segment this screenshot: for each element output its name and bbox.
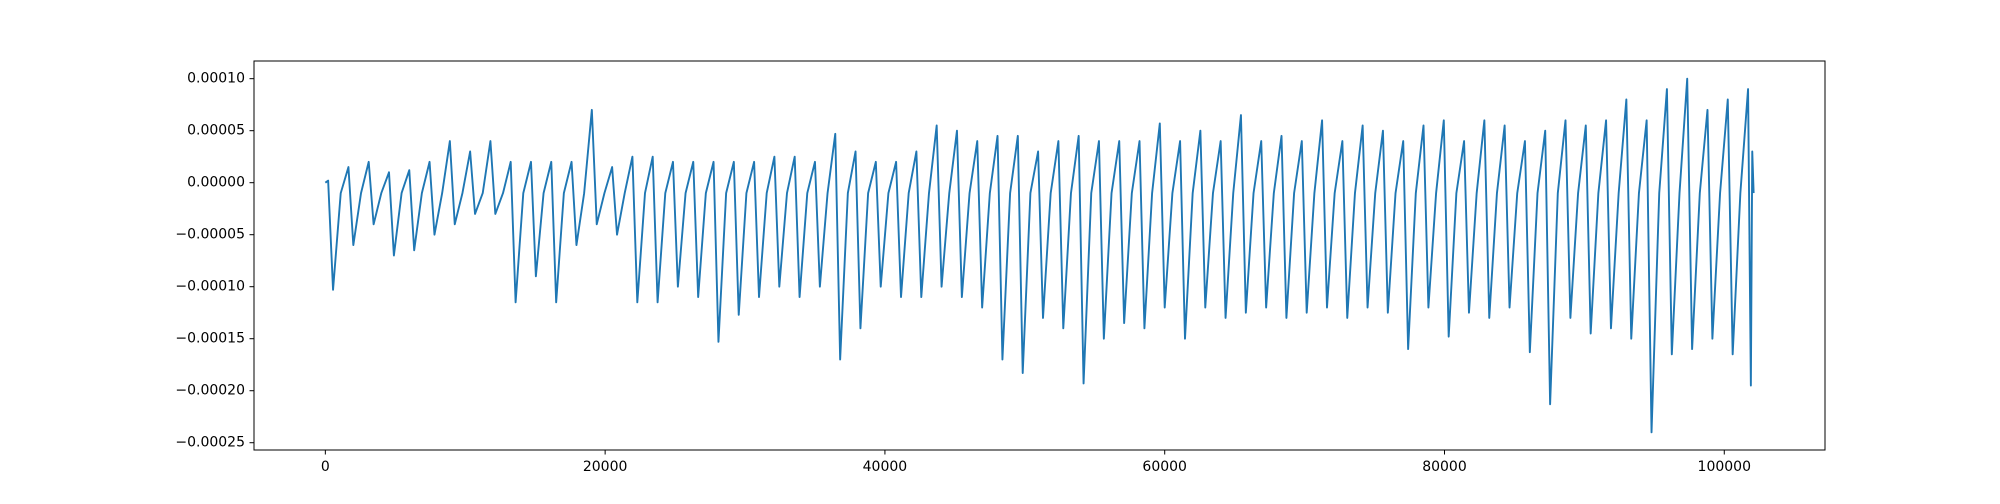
- x-tick-label: 40000: [863, 459, 908, 475]
- x-tick-label: 80000: [1422, 459, 1467, 475]
- x-tick-label: 20000: [583, 459, 628, 475]
- y-tick-label: −0.00020: [175, 383, 245, 399]
- x-tick-label: 100000: [1698, 459, 1751, 475]
- x-tick-label: 0: [321, 459, 330, 475]
- y-tick-label: −0.00015: [175, 331, 245, 347]
- y-tick-label: −0.00010: [175, 279, 245, 295]
- x-tick-label: 60000: [1142, 459, 1187, 475]
- data-line: [324, 77, 1755, 434]
- y-tick-label: −0.00005: [175, 227, 245, 243]
- y-tick-label: 0.00010: [187, 71, 245, 87]
- y-tick-label: 0.00000: [187, 175, 245, 191]
- y-tick-label: 0.00005: [187, 123, 245, 139]
- y-tick-label: −0.00025: [175, 435, 245, 451]
- axes-frame: [253, 60, 1826, 451]
